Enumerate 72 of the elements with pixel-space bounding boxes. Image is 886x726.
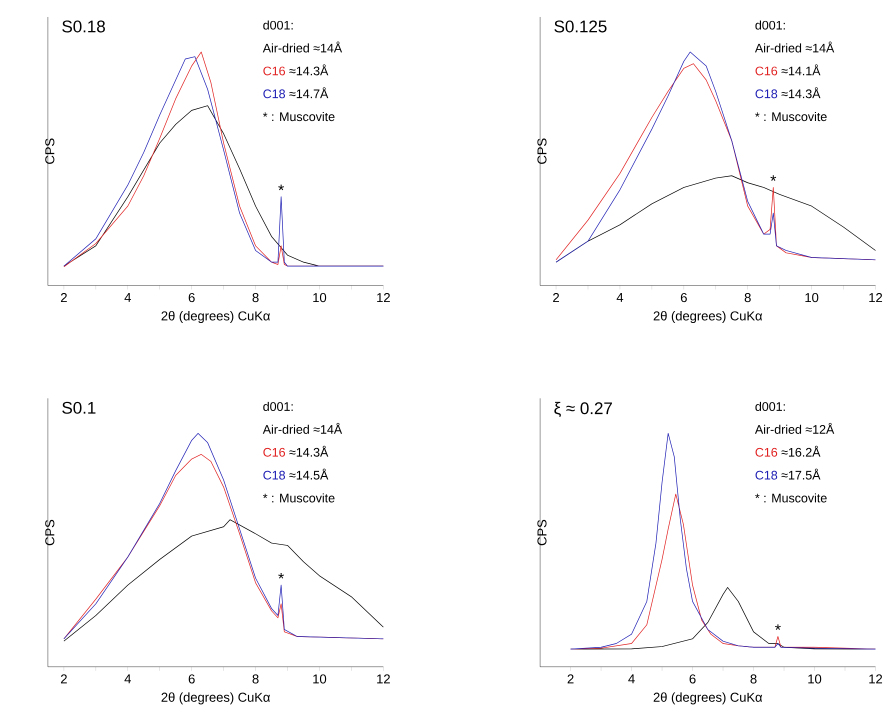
text: d001: [755,402,785,412]
chart-title: S0.125 [554,20,607,33]
text: C18 [756,470,778,480]
x-tick-label: 10 [808,674,822,684]
text: C16 [756,66,778,76]
text: d001: [263,402,293,412]
annotation: * [278,573,284,579]
x-tick-label: 4 [628,674,635,684]
x-tick-label: 2 [568,674,574,684]
x-tick-label: 8 [750,674,757,684]
x-tick-label: 4 [124,293,132,302]
annotation: ≈17.5Å [782,468,820,480]
x-tick-label: 6 [690,674,696,684]
text: C16 [756,448,778,457]
annotation: ≈14Å [314,422,342,434]
x-axis-title: 2θ (degrees) CuKα [162,311,270,324]
annotation: * : Muscovite [755,112,827,122]
annotation: ≈14.7Å [289,87,328,98]
text: Air-dried [262,424,309,434]
x-tick-label: 2 [60,674,67,684]
x-tick-label: 10 [313,293,326,302]
text: Air-dried [262,43,309,53]
annotation: ≈14Å [314,42,342,52]
x-tick-label: 12 [377,674,390,684]
x-tick-label: 6 [680,293,687,302]
y-axis-title: CPS [45,138,54,164]
x-tick-label: 12 [377,293,390,302]
annotation: ≈14.5Å [289,468,328,480]
x-tick-label: 6 [188,674,195,684]
text: Air-dried [754,43,802,53]
annotation: * [775,624,781,630]
x-tick-label: 2 [553,293,559,302]
x-axis-title: 2θ (degrees) CuKα [654,311,762,324]
x-tick-label: 8 [744,293,751,302]
annotation: * : Muscovite [755,493,827,503]
text: d001: [263,20,293,30]
chart-title: S0.18 [62,20,105,33]
x-tick-label: 10 [805,293,818,302]
text: C18 [263,90,286,98]
x-tick-label: 12 [869,293,882,302]
text: C18 [263,470,286,480]
x-tick-label: 10 [313,674,326,684]
y-axis-title: CPS [537,138,547,164]
annotation: ≈16.2Å [782,446,820,457]
annotation: * : Muscovite [262,493,335,503]
chart-title: ξ ≈ 0.27 [554,402,612,418]
x-tick-label: 8 [252,293,259,302]
y-axis-title: CPS [537,520,547,546]
annotation: ≈12Å [806,422,834,434]
x-axis-title: 2θ (degrees) CuKα [654,692,762,705]
annotation: * [278,184,284,190]
x-axis-title: 2θ (degrees) CuKα [162,692,270,705]
text: Air-dried [754,424,802,434]
y-axis-title: CPS [45,520,54,546]
text: C16 [263,66,286,76]
annotation: ≈14Å [806,42,834,52]
x-tick-label: 8 [252,674,259,684]
annotation: * [770,175,776,181]
text: d001: [755,20,785,30]
chart-title: S0.1 [62,402,96,414]
x-tick-label: 4 [124,674,132,684]
x-tick-label: 4 [616,293,624,302]
annotation: ≈14.3Å [289,446,328,457]
annotation: ≈14.3Å [782,87,820,98]
annotation: ≈14.3Å [289,64,328,76]
x-tick-label: 12 [869,674,882,684]
annotation: * : Muscovite [262,112,335,122]
text: C18 [756,90,778,98]
x-tick-label: 6 [188,293,195,302]
x-tick-label: 2 [60,293,67,302]
annotation: ≈14.1Å [782,64,820,76]
text: C16 [263,448,286,457]
